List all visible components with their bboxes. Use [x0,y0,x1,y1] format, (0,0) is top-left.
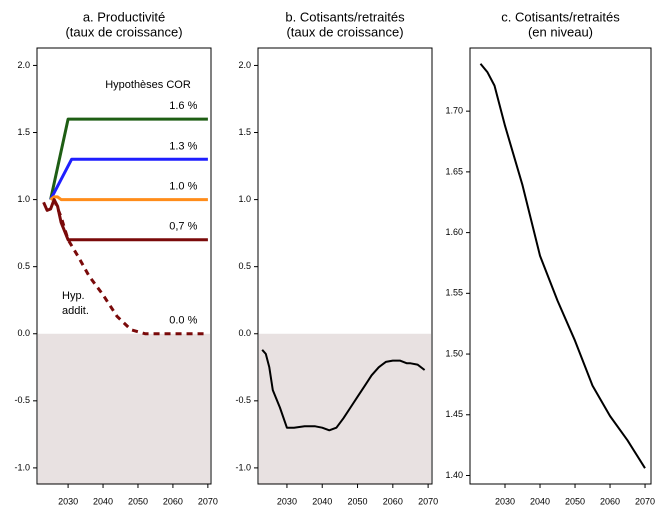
y-tick-label: 1.5 [238,127,251,137]
x-tick-label: 2060 [600,496,620,506]
negative-zone [38,333,210,484]
x-tick-label: 2060 [163,496,183,506]
x-tick-label: 2070 [418,496,438,506]
y-tick-label: -0.5 [14,395,30,405]
data-line [49,195,208,202]
y-tick-label: -1.0 [14,462,30,472]
y-tick-label: 1.45 [445,409,463,419]
chart-title: a. Productivité [83,9,165,24]
chart-subtitle: (en niveau) [528,24,593,39]
x-tick-label: 2070 [635,496,655,506]
x-tick-label: 2030 [277,496,297,506]
y-tick-label: -0.5 [235,395,251,405]
data-line [49,117,208,200]
x-tick-label: 2030 [58,496,78,506]
y-tick-label: 1.50 [445,348,463,358]
x-tick-label: 2050 [565,496,585,506]
plot-frame [469,47,652,485]
x-tick-label: 2040 [530,496,550,506]
y-tick-label: 1.40 [445,470,463,480]
y-tick-label: 1.70 [445,106,463,116]
annotation: Hypothèses COR [105,79,191,91]
data-line [261,349,426,432]
chart-subtitle: (taux de croissance) [286,24,403,39]
y-tick-label: -1.0 [235,462,251,472]
x-tick-label: 2070 [198,496,218,506]
series-label: 1.3 % [169,140,197,152]
x-tick-label: 2050 [348,496,368,506]
y-tick-label: 1.55 [445,288,463,298]
y-tick-label: 1.60 [445,227,463,237]
chart-title: c. Cotisants/retraités [501,9,620,24]
y-tick-label: 1.0 [238,194,251,204]
x-tick-label: 2040 [93,496,113,506]
series-label: 0,7 % [169,221,197,233]
y-tick-label: 2.0 [238,60,251,70]
series-label: 1.6 % [169,100,197,112]
data-line [52,199,208,336]
y-tick-label: 1.5 [17,127,30,137]
y-tick-label: 0.5 [238,261,251,271]
series-label: 1.0 % [169,181,197,193]
data-line [49,157,208,201]
plot-frame [257,47,433,485]
y-tick-label: 0.0 [17,328,30,338]
plot-frame [36,47,212,485]
data-line [479,63,646,469]
y-tick-label: 2.0 [17,60,30,70]
chart-title: b. Cotisants/retraités [285,9,405,24]
chart-subtitle: (taux de croissance) [65,24,182,39]
annotation: Hyp. [62,290,85,302]
y-tick-label: 0.0 [238,328,251,338]
data-line [42,198,208,242]
x-tick-label: 2060 [383,496,403,506]
x-tick-label: 2050 [128,496,148,506]
y-tick-label: 1.0 [17,194,30,204]
x-tick-label: 2040 [312,496,332,506]
series-label: 0.0 % [169,315,197,327]
negative-zone [259,333,431,484]
y-tick-label: 0.5 [17,261,30,271]
y-tick-label: 1.65 [445,166,463,176]
annotation: addit. [62,305,89,317]
x-tick-label: 2030 [495,496,515,506]
